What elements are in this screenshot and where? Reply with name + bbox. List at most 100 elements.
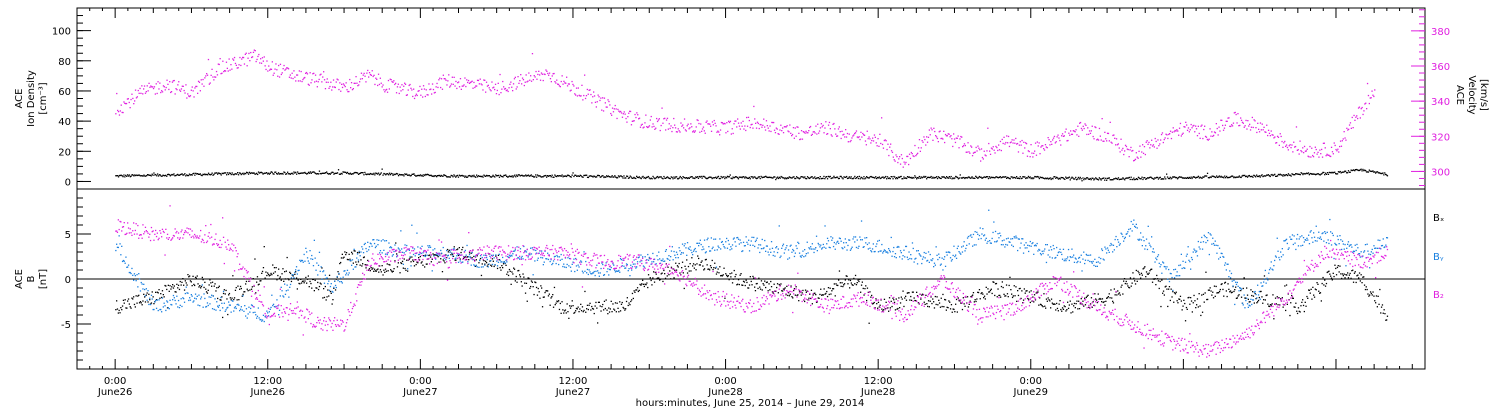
b-bx-point	[939, 302, 940, 303]
b-bx-point	[578, 307, 579, 308]
b-bx-point	[1303, 305, 1304, 306]
b-bx-point	[1037, 291, 1038, 292]
b-bx-point	[1177, 300, 1178, 301]
b-tick-label: 0	[65, 275, 71, 286]
velocity-point	[909, 154, 910, 155]
density-point	[240, 173, 241, 174]
velocity-point	[239, 57, 240, 58]
b-by-point	[146, 288, 147, 289]
b-by-point	[530, 248, 531, 249]
velocity-point	[604, 98, 605, 99]
b-by-point	[393, 254, 394, 255]
velocity-point	[744, 125, 745, 126]
b-bx-point	[266, 275, 267, 276]
b-bx-point	[1322, 277, 1323, 278]
velocity-point	[1104, 132, 1105, 133]
velocity-point	[421, 89, 422, 90]
density-point	[1291, 175, 1292, 176]
b-bx-point	[854, 283, 855, 284]
velocity-point	[417, 95, 418, 96]
b-by-point	[561, 254, 562, 255]
b-by-point	[506, 261, 507, 262]
velocity-point	[439, 78, 440, 79]
b-by-point	[546, 258, 547, 259]
velocity-point	[1268, 130, 1269, 131]
velocity-point	[1352, 117, 1353, 118]
velocity-point	[1076, 134, 1077, 135]
b-bx-point	[823, 294, 824, 295]
b-by-point	[519, 259, 520, 260]
b-bx-point	[1125, 283, 1126, 284]
density-point	[342, 173, 343, 174]
velocity-point	[1012, 139, 1013, 140]
b-by-point	[181, 298, 182, 299]
b-bx-point	[953, 309, 954, 310]
b-by-point	[417, 246, 418, 247]
b-by-point	[262, 319, 263, 320]
density-point	[226, 174, 227, 175]
velocity-point	[498, 83, 499, 84]
velocity-point	[1091, 130, 1092, 131]
b-by-point	[144, 289, 145, 290]
b-bx-point	[1344, 274, 1345, 275]
b-bx-point	[264, 246, 265, 247]
velocity-point	[327, 78, 328, 79]
velocity-point	[625, 114, 626, 115]
b-by-point	[248, 313, 249, 314]
velocity-point	[877, 138, 878, 139]
velocity-point	[743, 128, 744, 129]
velocity-point	[464, 77, 465, 78]
velocity-point	[1179, 128, 1180, 129]
b-bx-point	[678, 266, 679, 267]
b-bx-point	[1011, 294, 1012, 295]
density-point	[357, 172, 358, 173]
velocity-point	[306, 72, 307, 73]
density-point	[662, 178, 663, 179]
b-bx-point	[1263, 299, 1264, 300]
velocity-point	[1213, 135, 1214, 136]
b-by-point	[147, 290, 148, 291]
b-bx-point	[1073, 305, 1074, 306]
b-by-point	[564, 266, 565, 267]
density-point	[151, 175, 152, 176]
b-bx-point	[653, 271, 654, 272]
b-bx-point	[304, 282, 305, 283]
b-bx-point	[1023, 300, 1024, 301]
velocity-point	[1225, 125, 1226, 126]
b-bx-point	[1283, 307, 1284, 308]
density-point	[697, 176, 698, 177]
b-by-point	[213, 295, 214, 296]
b-bx-point	[556, 303, 557, 304]
density-point	[672, 178, 673, 179]
velocity-point	[1187, 130, 1188, 131]
velocity-point	[141, 85, 142, 86]
b-bx-point	[1243, 288, 1244, 289]
b-bx-point	[757, 283, 758, 284]
b-bx-point	[963, 297, 964, 298]
b-bx-point	[1371, 293, 1372, 294]
velocity-point	[937, 138, 938, 139]
b-bx-point	[723, 274, 724, 275]
b-by-point	[320, 271, 321, 272]
b-bx-point	[145, 301, 146, 302]
velocity-point	[1222, 125, 1223, 126]
density-point	[673, 176, 674, 177]
velocity-point	[1313, 156, 1314, 157]
density-point	[694, 178, 695, 179]
velocity-point	[353, 88, 354, 89]
b-bx-point	[685, 268, 686, 269]
density-point	[1326, 174, 1327, 175]
velocity-point	[1147, 140, 1148, 141]
b-by-point	[212, 308, 213, 309]
density-point	[682, 178, 683, 179]
density-point	[894, 177, 895, 178]
velocity-point	[432, 83, 433, 84]
velocity-point	[1259, 131, 1260, 132]
b-bx-point	[1130, 277, 1131, 278]
b-by-point	[494, 257, 495, 258]
b-bx-point	[935, 296, 936, 297]
b-bx-point	[468, 259, 469, 260]
velocity-point	[1232, 125, 1233, 126]
density-point	[482, 177, 483, 178]
b-bx-point	[476, 259, 477, 260]
